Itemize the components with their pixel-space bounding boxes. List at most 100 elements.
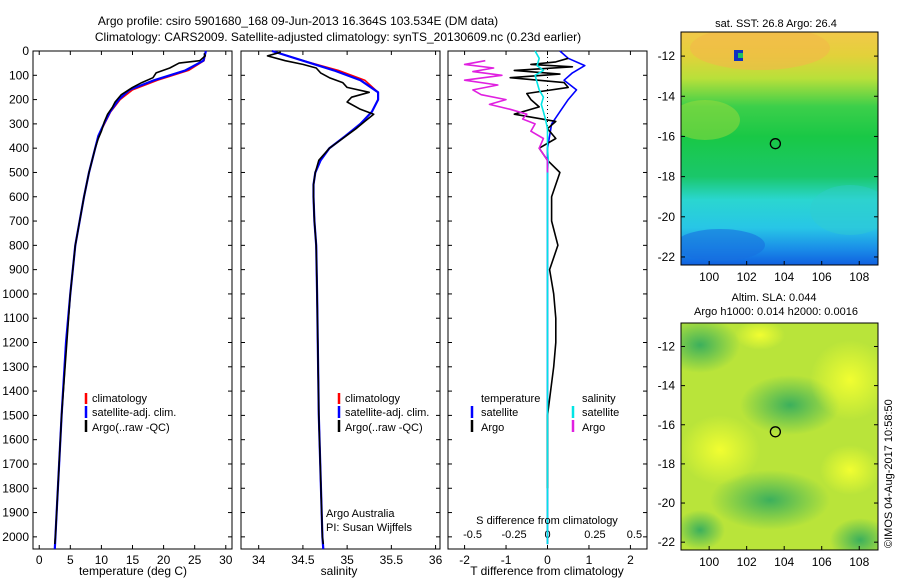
s-difference-label: S difference from climatology xyxy=(476,515,618,527)
series-line-t-satellite xyxy=(546,50,586,545)
map-lon-label: 104 xyxy=(774,555,794,569)
map-lat-label: -22 xyxy=(658,250,676,264)
map-lat-label: -20 xyxy=(658,496,676,510)
map-lon-label: 104 xyxy=(774,270,794,284)
salinity-panel: 34 34.5 35 35.5 36 xyxy=(240,49,443,567)
series-line-satellite-adj-clim- xyxy=(53,50,207,550)
annotation-pi: PI: Susan Wijffels xyxy=(326,522,412,534)
temperature-legend: climatology satellite-adj. clim. Argo(..… xyxy=(84,393,176,434)
difference-panel: -2 -1 0 1 2-0.5 -0.25 0 0.25 0.5 xyxy=(447,50,648,567)
x-tick-label: 1 xyxy=(586,553,593,567)
salinity-legend: climatology satellite-adj. clim. Argo(..… xyxy=(326,393,429,534)
map-lat-label: -14 xyxy=(658,379,676,393)
depth-tick-label: 400 xyxy=(9,141,29,155)
title-line-2: Climatology: CARS2009. Satellite-adjuste… xyxy=(95,30,581,44)
depth-tick-label: 1200 xyxy=(2,336,29,350)
depth-tick-label: 700 xyxy=(9,214,29,228)
x-tick-label: 5 xyxy=(67,553,74,567)
depth-axis: 0 100 200 300 400 500 600 700 800 900 1000 1100 1200… xyxy=(2,44,29,544)
sla-map-title: Altim. SLA: 0.044 xyxy=(732,292,817,304)
legend-label-satellite: satellite-adj. clim. xyxy=(92,407,176,419)
depth-tick-label: 600 xyxy=(9,190,29,204)
salinity-xlabel: salinity xyxy=(321,564,358,578)
x-tick-label: 20 xyxy=(157,553,171,567)
depth-tick-label: 1500 xyxy=(2,408,29,422)
legend-label-climatology: climatology xyxy=(92,393,148,405)
x-tick-label: 30 xyxy=(219,553,233,567)
legend-label-satellite: satellite-adj. clim. xyxy=(345,407,429,419)
x-tick-label: 10 xyxy=(95,553,109,567)
x-tick-label: 35.5 xyxy=(380,553,404,567)
footer-stamp: ©IMOS 04-Aug-2017 10:58:50 xyxy=(883,399,895,548)
sla-map: Altim. SLA: 0.044 Argo h1000: 0.014 h200… xyxy=(658,292,879,569)
sst-map-axes: 100 102 104 106 108 -12 -14 -16 -18 -20 -22 xyxy=(658,49,878,284)
map-lon-label: 106 xyxy=(812,270,832,284)
map-lon-label: 102 xyxy=(737,555,757,569)
x-tick-label: 2 xyxy=(627,553,634,567)
sst-map: sat. SST: 26.8 Argo: 26.4 100 102 104 106 10… xyxy=(658,18,879,284)
x-tick-label: 15 xyxy=(126,553,140,567)
legend-label-t-argo: Argo xyxy=(481,422,504,434)
depth-tick-label: 900 xyxy=(9,263,29,277)
temperature-axes xyxy=(32,50,233,550)
legend-label-argo: Argo(..raw -QC) xyxy=(345,422,423,434)
temperature-xlabel: temperature (deg C) xyxy=(79,564,187,578)
depth-tick-label: 100 xyxy=(9,68,29,82)
depth-tick-label: 2000 xyxy=(2,530,29,544)
map-lon-label: 108 xyxy=(849,555,869,569)
s-difference-tick-label: 0.25 xyxy=(584,529,605,541)
series-line-t-argo xyxy=(509,57,574,489)
temperature-panel: 0 5 10 15 20 25 30 xyxy=(32,50,233,567)
x-tick-label: 0 xyxy=(36,553,43,567)
s-difference-tick-label: 0.5 xyxy=(627,529,642,541)
sla-map-subtitle: Argo h1000: 0.014 h2000: 0.0016 xyxy=(694,306,858,318)
map-lat-label: -18 xyxy=(658,457,676,471)
legend-title-temperature: temperature xyxy=(481,393,540,405)
legend-label-t-satellite: satellite xyxy=(481,407,518,419)
depth-tick-label: 1100 xyxy=(3,311,29,325)
title-line-1: Argo profile: csiro 5901680_168 09-Jun-2… xyxy=(98,14,498,28)
series-line-satellite-adj-clim- xyxy=(271,49,380,550)
depth-tick-label: 200 xyxy=(9,93,29,107)
map-lat-label: -18 xyxy=(658,170,676,184)
map-lon-label: 106 xyxy=(812,555,832,569)
map-lat-label: -20 xyxy=(658,210,676,224)
legend-label-climatology: climatology xyxy=(345,393,401,405)
series-line-argo xyxy=(266,51,375,545)
depth-tick-label: 1400 xyxy=(2,384,29,398)
depth-tick-label: 1600 xyxy=(2,433,29,447)
sst-map-frame xyxy=(680,31,879,266)
map-lat-label: -16 xyxy=(658,129,676,143)
legend-label-s-argo: Argo xyxy=(582,422,605,434)
series-line-s-satellite xyxy=(534,50,550,545)
x-tick-label: -1 xyxy=(501,553,512,567)
x-tick-label: 25 xyxy=(188,553,202,567)
depth-tick-label: 300 xyxy=(9,117,29,131)
depth-tick-label: 800 xyxy=(9,238,29,252)
series-line-climatology xyxy=(271,50,379,550)
depth-tick-label: 1800 xyxy=(2,481,29,495)
map-lat-label: -14 xyxy=(658,89,676,103)
map-lon-label: 100 xyxy=(699,270,719,284)
annotation-argo-australia: Argo Australia xyxy=(326,508,395,520)
series-line-s-argo xyxy=(463,59,549,173)
sla-map-frame xyxy=(680,322,879,551)
map-lon-label: 100 xyxy=(699,555,719,569)
x-tick-label: 35 xyxy=(340,553,354,567)
sla-argo-location-marker xyxy=(769,426,782,438)
map-lat-label: -12 xyxy=(658,49,676,63)
depth-tick-label: 1000 xyxy=(2,287,29,301)
series-line-argo xyxy=(54,53,207,545)
map-lon-label: 108 xyxy=(849,270,869,284)
series-line-climatology xyxy=(54,50,207,550)
x-tick-label: 0 xyxy=(544,553,551,567)
legend-label-argo: Argo(..raw -QC) xyxy=(92,422,170,434)
x-tick-label: -2 xyxy=(459,553,470,567)
depth-tick-label: 0 xyxy=(22,44,29,58)
map-lat-label: -16 xyxy=(658,418,676,432)
salinity-axes xyxy=(240,50,441,550)
depth-tick-label: 1700 xyxy=(2,457,29,471)
difference-legend: temperature satellite Argo salinity sate… xyxy=(470,393,619,527)
map-lon-label: 102 xyxy=(737,270,757,284)
